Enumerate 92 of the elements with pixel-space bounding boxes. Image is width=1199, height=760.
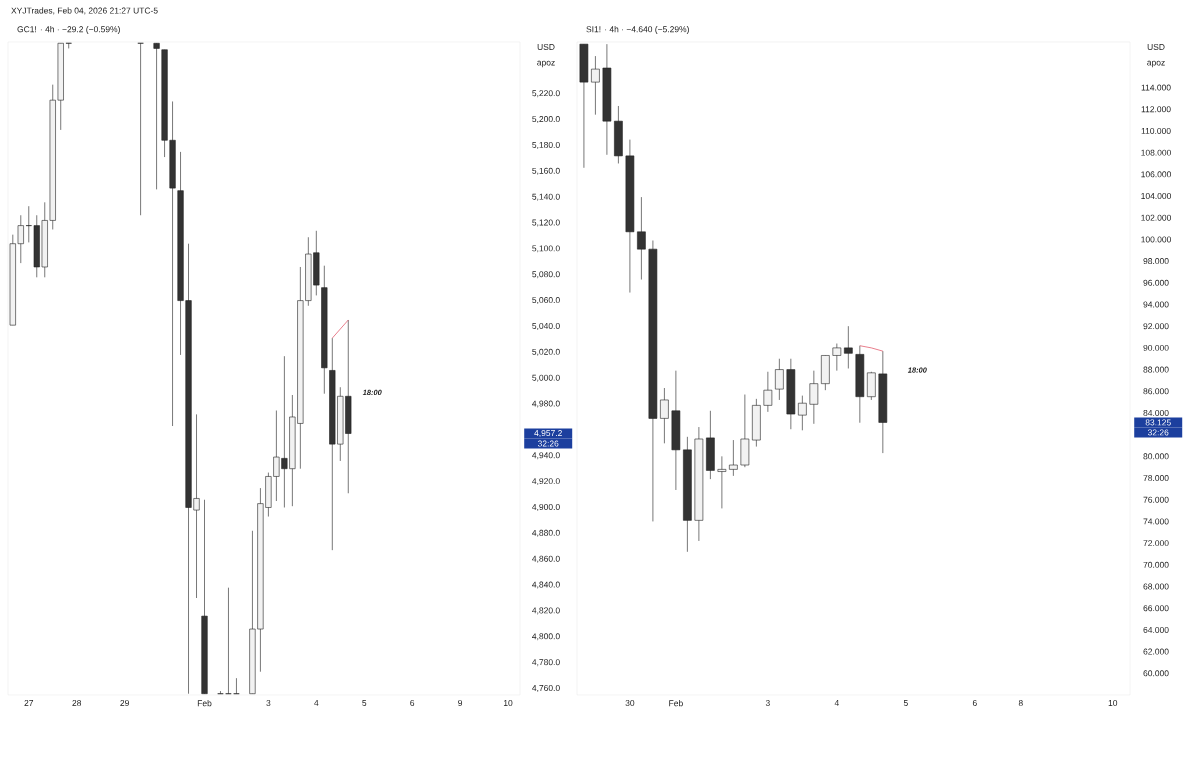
y-tick-label: 4,860.0: [532, 555, 560, 563]
x-tick-label: 5: [362, 700, 367, 706]
candlestick: [798, 395, 807, 431]
y-tick-label: 72.000: [1143, 540, 1169, 547]
text: USD: [1147, 44, 1165, 50]
chart-subtitle: GC1! · 4h · −29.2 (−0.59%): [17, 26, 120, 34]
y-tick-label: 114.000: [1141, 84, 1171, 91]
y-tick-label: 4,920.0: [532, 478, 560, 486]
x-tick-label: 9: [458, 700, 463, 706]
y-tick-label: 5,020.0: [532, 348, 560, 356]
y-tick-label: 4,900.0: [532, 504, 560, 511]
x-tick-label: 30: [625, 700, 635, 706]
y-tick-label: 88.000: [1143, 366, 1169, 373]
y-tick-label: 104.000: [1141, 193, 1171, 200]
y-tick-label: 90.000: [1143, 344, 1169, 351]
y-tick-label: 4,980.0: [532, 400, 560, 408]
y-tick-label: 62.000: [1143, 648, 1169, 655]
y-tick-label: 94.000: [1143, 301, 1169, 308]
y-tick-label: 110.000: [1141, 127, 1171, 134]
y-tick-label: 102.000: [1141, 214, 1171, 221]
y-tick-label: 96.000: [1143, 279, 1169, 286]
y-tick-label: 4,780.0: [532, 659, 560, 667]
y-tick-label: 4,880.0: [532, 529, 560, 537]
candlestick: [717, 455, 727, 509]
candlestick: [832, 343, 842, 372]
x-tick-label: 6: [410, 700, 415, 706]
candlestick: [591, 55, 600, 116]
text: 32:26: [537, 440, 559, 447]
y-tick-label: 66.000: [1143, 605, 1169, 612]
y-tick-label: 5,140.0: [532, 193, 560, 201]
y-tick-label: 98.000: [1143, 258, 1169, 265]
y-tick-label: 5,120.0: [532, 219, 560, 227]
y-tick-label: 86.000: [1143, 388, 1169, 395]
x-tick-label: 10: [1108, 700, 1118, 706]
text: 4,957.2: [534, 430, 562, 438]
y-tick-label: 5,220.0: [532, 90, 560, 98]
candlestick: [775, 358, 784, 401]
candlestick: [637, 196, 646, 280]
x-tick-label: 27: [24, 700, 34, 706]
text: USD: [537, 43, 555, 50]
x-tick-label: 4: [834, 700, 839, 706]
x-tick-label: 10: [503, 700, 513, 706]
y-tick-label: 70.000: [1143, 561, 1169, 568]
y-tick-label: 92.000: [1143, 323, 1169, 330]
x-tick-label: 3: [765, 700, 770, 706]
y-tick-label: 5,000.0: [532, 374, 560, 382]
chart-subtitle: SI1! · 4h · −4.640 (−5.29%): [586, 26, 689, 34]
x-tick-label: 28: [72, 700, 82, 706]
y-tick-label: 108.000: [1141, 149, 1171, 156]
y-tick-label: 68.000: [1143, 583, 1169, 590]
candlestick: [809, 370, 819, 425]
y-tick-label: 4,800.0: [532, 633, 560, 641]
x-tick-label: Feb: [669, 700, 683, 707]
text: 32:26: [1147, 429, 1169, 436]
y-tick-label: 4,940.0: [532, 452, 560, 460]
chart-title: XYJTrades, Feb 04, 2026 21:27 UTC-5: [11, 7, 158, 15]
candlestick: [153, 42, 160, 190]
candlestick: [763, 371, 773, 413]
text: apoz: [537, 60, 555, 68]
y-tick-label: 4,820.0: [532, 607, 560, 615]
x-tick-label: 3: [266, 700, 271, 706]
x-tick-label: 4: [314, 700, 319, 706]
y-tick-label: 4,840.0: [532, 581, 560, 589]
y-tick-label: 4,760.0: [532, 685, 560, 693]
y-tick-label: 100.000: [1141, 236, 1171, 243]
y-tick-label: 5,080.0: [532, 271, 560, 279]
candlestick: [844, 325, 853, 369]
text: apoz: [1147, 60, 1165, 68]
candlestick: [867, 371, 876, 401]
y-tick-label: 5,060.0: [532, 297, 560, 305]
x-tick-label: 5: [903, 700, 908, 706]
x-tick-label: 6: [972, 700, 977, 706]
y-tick-label: 5,200.0: [532, 116, 560, 124]
x-tick-label: 29: [120, 700, 129, 706]
y-tick-label: 76.000: [1143, 496, 1169, 503]
x-tick-label: 8: [1018, 700, 1023, 706]
y-tick-label: 5,100.0: [532, 245, 560, 253]
candlestick: [729, 439, 738, 477]
y-tick-label: 60.000: [1143, 670, 1169, 677]
y-tick-label: 5,180.0: [532, 141, 560, 149]
y-tick-label: 106.000: [1141, 171, 1171, 178]
text: 83.125: [1145, 419, 1171, 426]
y-tick-label: 64.000: [1143, 626, 1169, 633]
x-tick-label: Feb: [197, 700, 212, 707]
y-tick-label: 5,040.0: [532, 322, 560, 330]
y-tick-label: 78.000: [1143, 475, 1169, 482]
y-tick-label: 84.000: [1143, 409, 1169, 416]
candlestick: [660, 387, 669, 444]
y-tick-label: 80.000: [1143, 453, 1169, 460]
y-tick-label: 112.000: [1141, 106, 1171, 113]
y-tick-label: 5,160.0: [532, 167, 560, 175]
y-tick-label: 74.000: [1143, 518, 1169, 525]
